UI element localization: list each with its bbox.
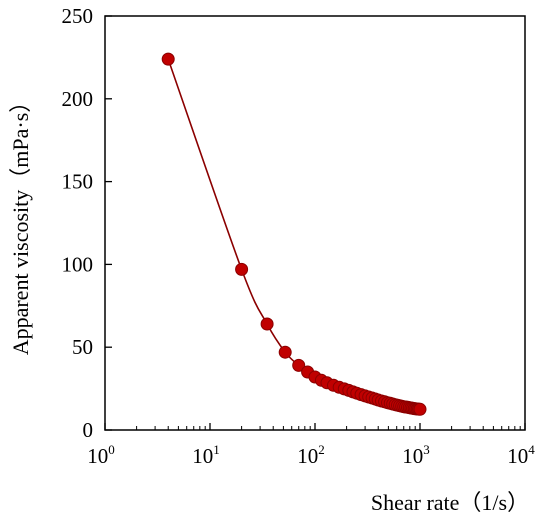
data-point [278, 345, 292, 359]
x-tick-exp: 3 [423, 442, 430, 457]
y-tick-label: 50 [72, 335, 93, 359]
y-tick-label: 250 [62, 4, 94, 28]
x-tick-exp: 0 [108, 442, 115, 457]
y-axis-label: Apparent viscosity（mPa·s） [8, 91, 33, 356]
x-tick-exp: 1 [213, 442, 220, 457]
plot-frame [104, 15, 526, 431]
data-point [260, 317, 274, 331]
x-tick-label: 103 [402, 442, 430, 468]
x-tick-label: 100 [87, 442, 115, 468]
x-axis-ticks: 100 101 102 103 104 [87, 423, 535, 468]
x-tick-base: 10 [402, 444, 423, 468]
y-tick-label: 200 [62, 87, 94, 111]
data-point [413, 402, 427, 416]
series-line [167, 58, 421, 411]
x-tick-exp: 4 [528, 442, 535, 457]
x-tick-base: 10 [192, 444, 213, 468]
data-point [292, 358, 306, 372]
data-point [235, 262, 249, 276]
x-axis-label: Shear rate（1/s） [371, 490, 529, 515]
y-tick-label: 100 [62, 252, 94, 276]
y-tick-label: 0 [83, 418, 94, 442]
y-axis-ticks: 0 50 100 150 200 250 [62, 4, 112, 442]
x-tick-label: 101 [192, 442, 220, 468]
data-point [161, 52, 175, 66]
x-tick-label: 104 [507, 442, 535, 468]
data-points [161, 52, 427, 416]
y-tick-label: 150 [62, 170, 94, 194]
x-tick-base: 10 [297, 444, 318, 468]
x-tick-exp: 2 [318, 442, 325, 457]
x-tick-base: 10 [87, 444, 108, 468]
x-tick-base: 10 [507, 444, 528, 468]
x-tick-label: 102 [297, 442, 325, 468]
